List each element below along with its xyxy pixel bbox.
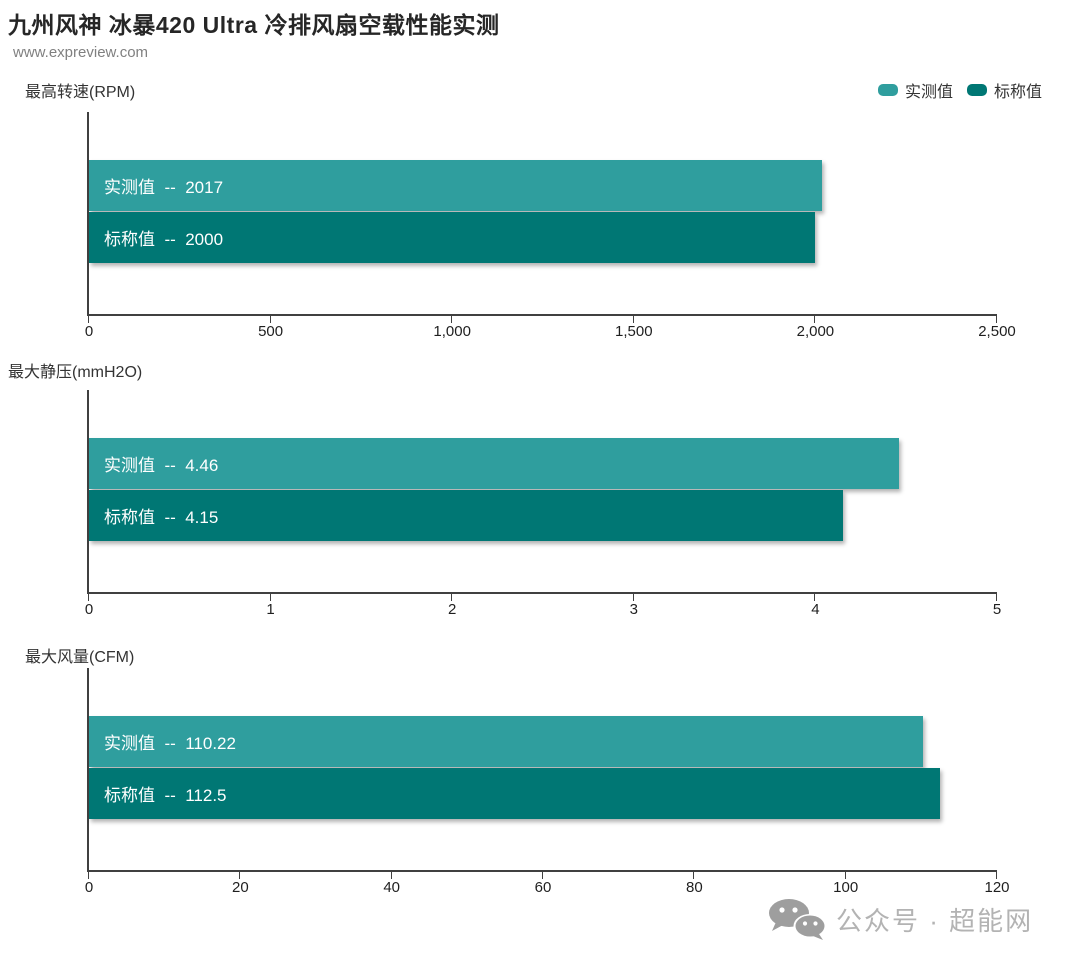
axis-tick xyxy=(693,872,695,879)
tick-label: 0 xyxy=(84,879,94,896)
tick-label: 1,000 xyxy=(433,323,471,340)
wechat-icon xyxy=(769,899,826,940)
chart-title: 最大静压(mmH2O) xyxy=(8,364,143,381)
bar-measured: 实测值 -- 110.22 xyxy=(89,716,923,767)
tick-label: 2,000 xyxy=(796,323,835,340)
axis-tick xyxy=(390,872,392,879)
legend-swatch-icon xyxy=(966,84,987,96)
axis-tick xyxy=(542,872,543,879)
tick-label: 5 xyxy=(992,601,1002,618)
tick-label: 40 xyxy=(383,879,400,896)
tick-label: 0 xyxy=(84,323,94,340)
tick-label: 3 xyxy=(629,601,638,618)
bar-label: 实测值 -- 4.46 xyxy=(104,456,219,475)
bar-label: 标称值 -- 4.15 xyxy=(104,508,219,527)
tick-label: 2 xyxy=(448,601,457,618)
page-title: 九州风神 冰暴420 Ultra 冷排风扇空载性能实测 xyxy=(8,12,500,38)
legend-item-0: 实测值 xyxy=(877,78,953,102)
plot-area: 实测值 -- 110.22 标称值 -- 112.5 0 20 40 60 80 100 120 xyxy=(85,668,1010,896)
axis-tick xyxy=(239,872,241,879)
bar-measured: 实测值 -- 4.46 xyxy=(89,438,899,489)
axis-tick xyxy=(632,594,634,601)
legend-swatch-icon xyxy=(877,84,898,96)
axis-tick xyxy=(814,594,816,601)
axis-tick xyxy=(88,872,89,879)
page-subtitle: www.expreview.com xyxy=(13,44,149,61)
axis-tick xyxy=(632,316,634,323)
axis-tick xyxy=(814,316,816,323)
tick-label: 20 xyxy=(231,879,249,896)
tick-label: 100 xyxy=(833,879,859,896)
plot-area: 实测值 -- 2017 标称值 -- 2000 0 500 1,000 1,500 2,00… xyxy=(85,112,1016,340)
watermark-text: 公众号 · 超能网 xyxy=(836,905,1034,936)
axis-tick xyxy=(269,594,271,601)
chart-title: 最大风量(CFM) xyxy=(25,649,135,666)
bar-rated: 标称值 -- 2000 xyxy=(89,212,815,263)
tick-label: 2,500 xyxy=(978,323,1016,340)
axis-tick xyxy=(996,594,997,601)
bar-rated: 标称值 -- 4.15 xyxy=(89,490,843,541)
axis-tick xyxy=(451,594,453,601)
tick-label: 1,500 xyxy=(615,323,653,340)
axis-tick xyxy=(844,872,846,879)
tick-label: 60 xyxy=(534,879,552,896)
chart-title: 最高转速(RPM) xyxy=(25,84,136,101)
tick-label: 500 xyxy=(258,323,284,340)
tick-label: 0 xyxy=(84,601,94,618)
watermark: 公众号 · 超能网 xyxy=(768,898,1033,940)
bar-label: 实测值 -- 110.22 xyxy=(104,734,236,753)
axis-tick xyxy=(88,594,89,601)
bar-rated: 标称值 -- 112.5 xyxy=(89,768,940,819)
bar-label: 实测值 -- 2017 xyxy=(104,178,224,197)
axis-tick xyxy=(269,316,271,323)
tick-label: 1 xyxy=(266,601,275,618)
legend-label: 实测值 xyxy=(904,84,953,101)
legend: 实测值 标称值 xyxy=(877,78,1042,102)
legend-label: 标称值 xyxy=(993,84,1042,101)
axis-tick xyxy=(996,872,997,879)
tick-label: 120 xyxy=(984,879,1010,896)
tick-label: 80 xyxy=(685,879,703,896)
axis-tick xyxy=(996,316,997,323)
axis-tick xyxy=(88,316,89,323)
axis-tick xyxy=(451,316,453,323)
legend-item-1: 标称值 xyxy=(966,78,1042,102)
plot-area: 实测值 -- 4.46 标称值 -- 4.15 0 1 2 3 4 5 xyxy=(85,390,1001,618)
bar-label: 标称值 -- 112.5 xyxy=(104,786,227,805)
bar-label: 标称值 -- 2000 xyxy=(104,230,224,249)
tick-label: 4 xyxy=(811,601,820,618)
bar-measured: 实测值 -- 2017 xyxy=(89,160,822,211)
